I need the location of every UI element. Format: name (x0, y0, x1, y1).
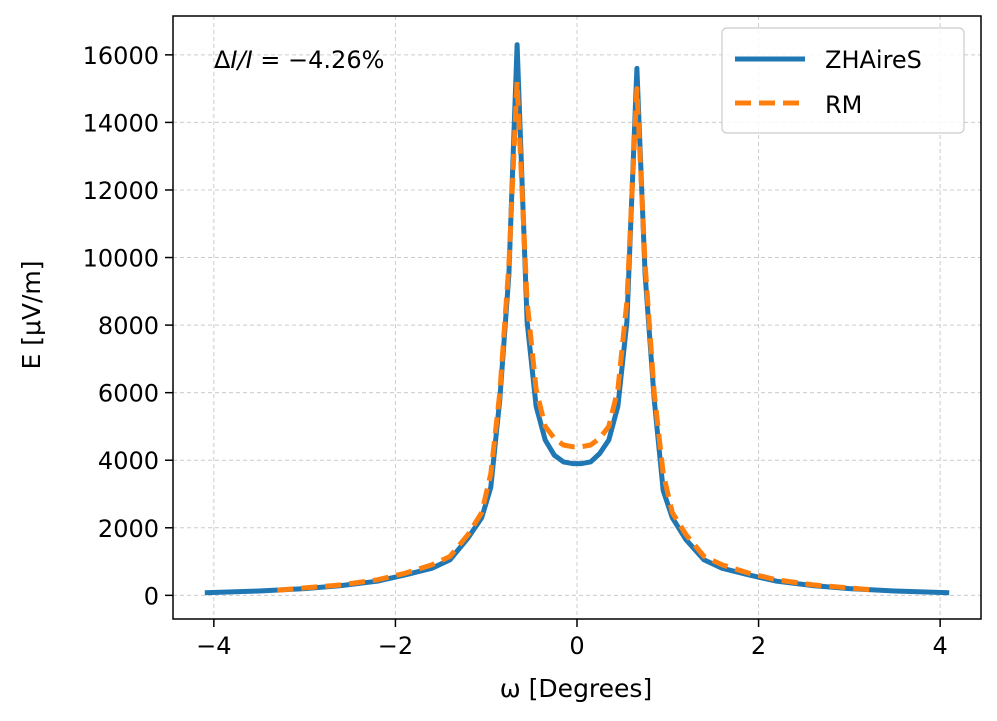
annotation-suffix: = −4.26% (253, 46, 385, 74)
series-line-zhaires (204, 42, 950, 596)
y-tick-label: 6000 (98, 380, 159, 408)
legend-frame (721, 27, 965, 134)
y-tick-label: 2000 (98, 515, 159, 543)
x-tick-label: 4 (933, 632, 948, 660)
annotation-italic: I/I (230, 46, 252, 74)
y-axis-label: E [μV/m] (17, 260, 46, 369)
y-tick-label: 16000 (83, 42, 159, 70)
delta-annotation: ΔI/I = −4.26% (214, 46, 384, 74)
y-tick-label: 12000 (83, 177, 159, 205)
x-tick-label: −2 (378, 632, 413, 660)
series-layer (204, 42, 950, 596)
x-tick-label: 0 (569, 632, 584, 660)
y-tick-label: 0 (144, 582, 159, 610)
legend-label-zhaires: ZHAireS (825, 46, 922, 74)
x-tick-label: −4 (196, 632, 231, 660)
y-tick-label: 4000 (98, 447, 159, 475)
series-line-rm (277, 79, 877, 593)
legend: ZHAireS RM (721, 27, 965, 134)
y-tick-label: 10000 (83, 245, 159, 273)
y-tick-label: 8000 (98, 312, 159, 340)
ticks: −4 −2 0 2 4 0 2000 4000 6000 8000 10000 12000 14000 1… (83, 42, 948, 660)
legend-label-rm: RM (825, 91, 862, 119)
x-tick-label: 2 (751, 632, 766, 660)
annotation-prefix: Δ (214, 46, 231, 74)
x-axis-label: ω [Degrees] (500, 674, 652, 703)
y-tick-label: 14000 (83, 109, 159, 137)
